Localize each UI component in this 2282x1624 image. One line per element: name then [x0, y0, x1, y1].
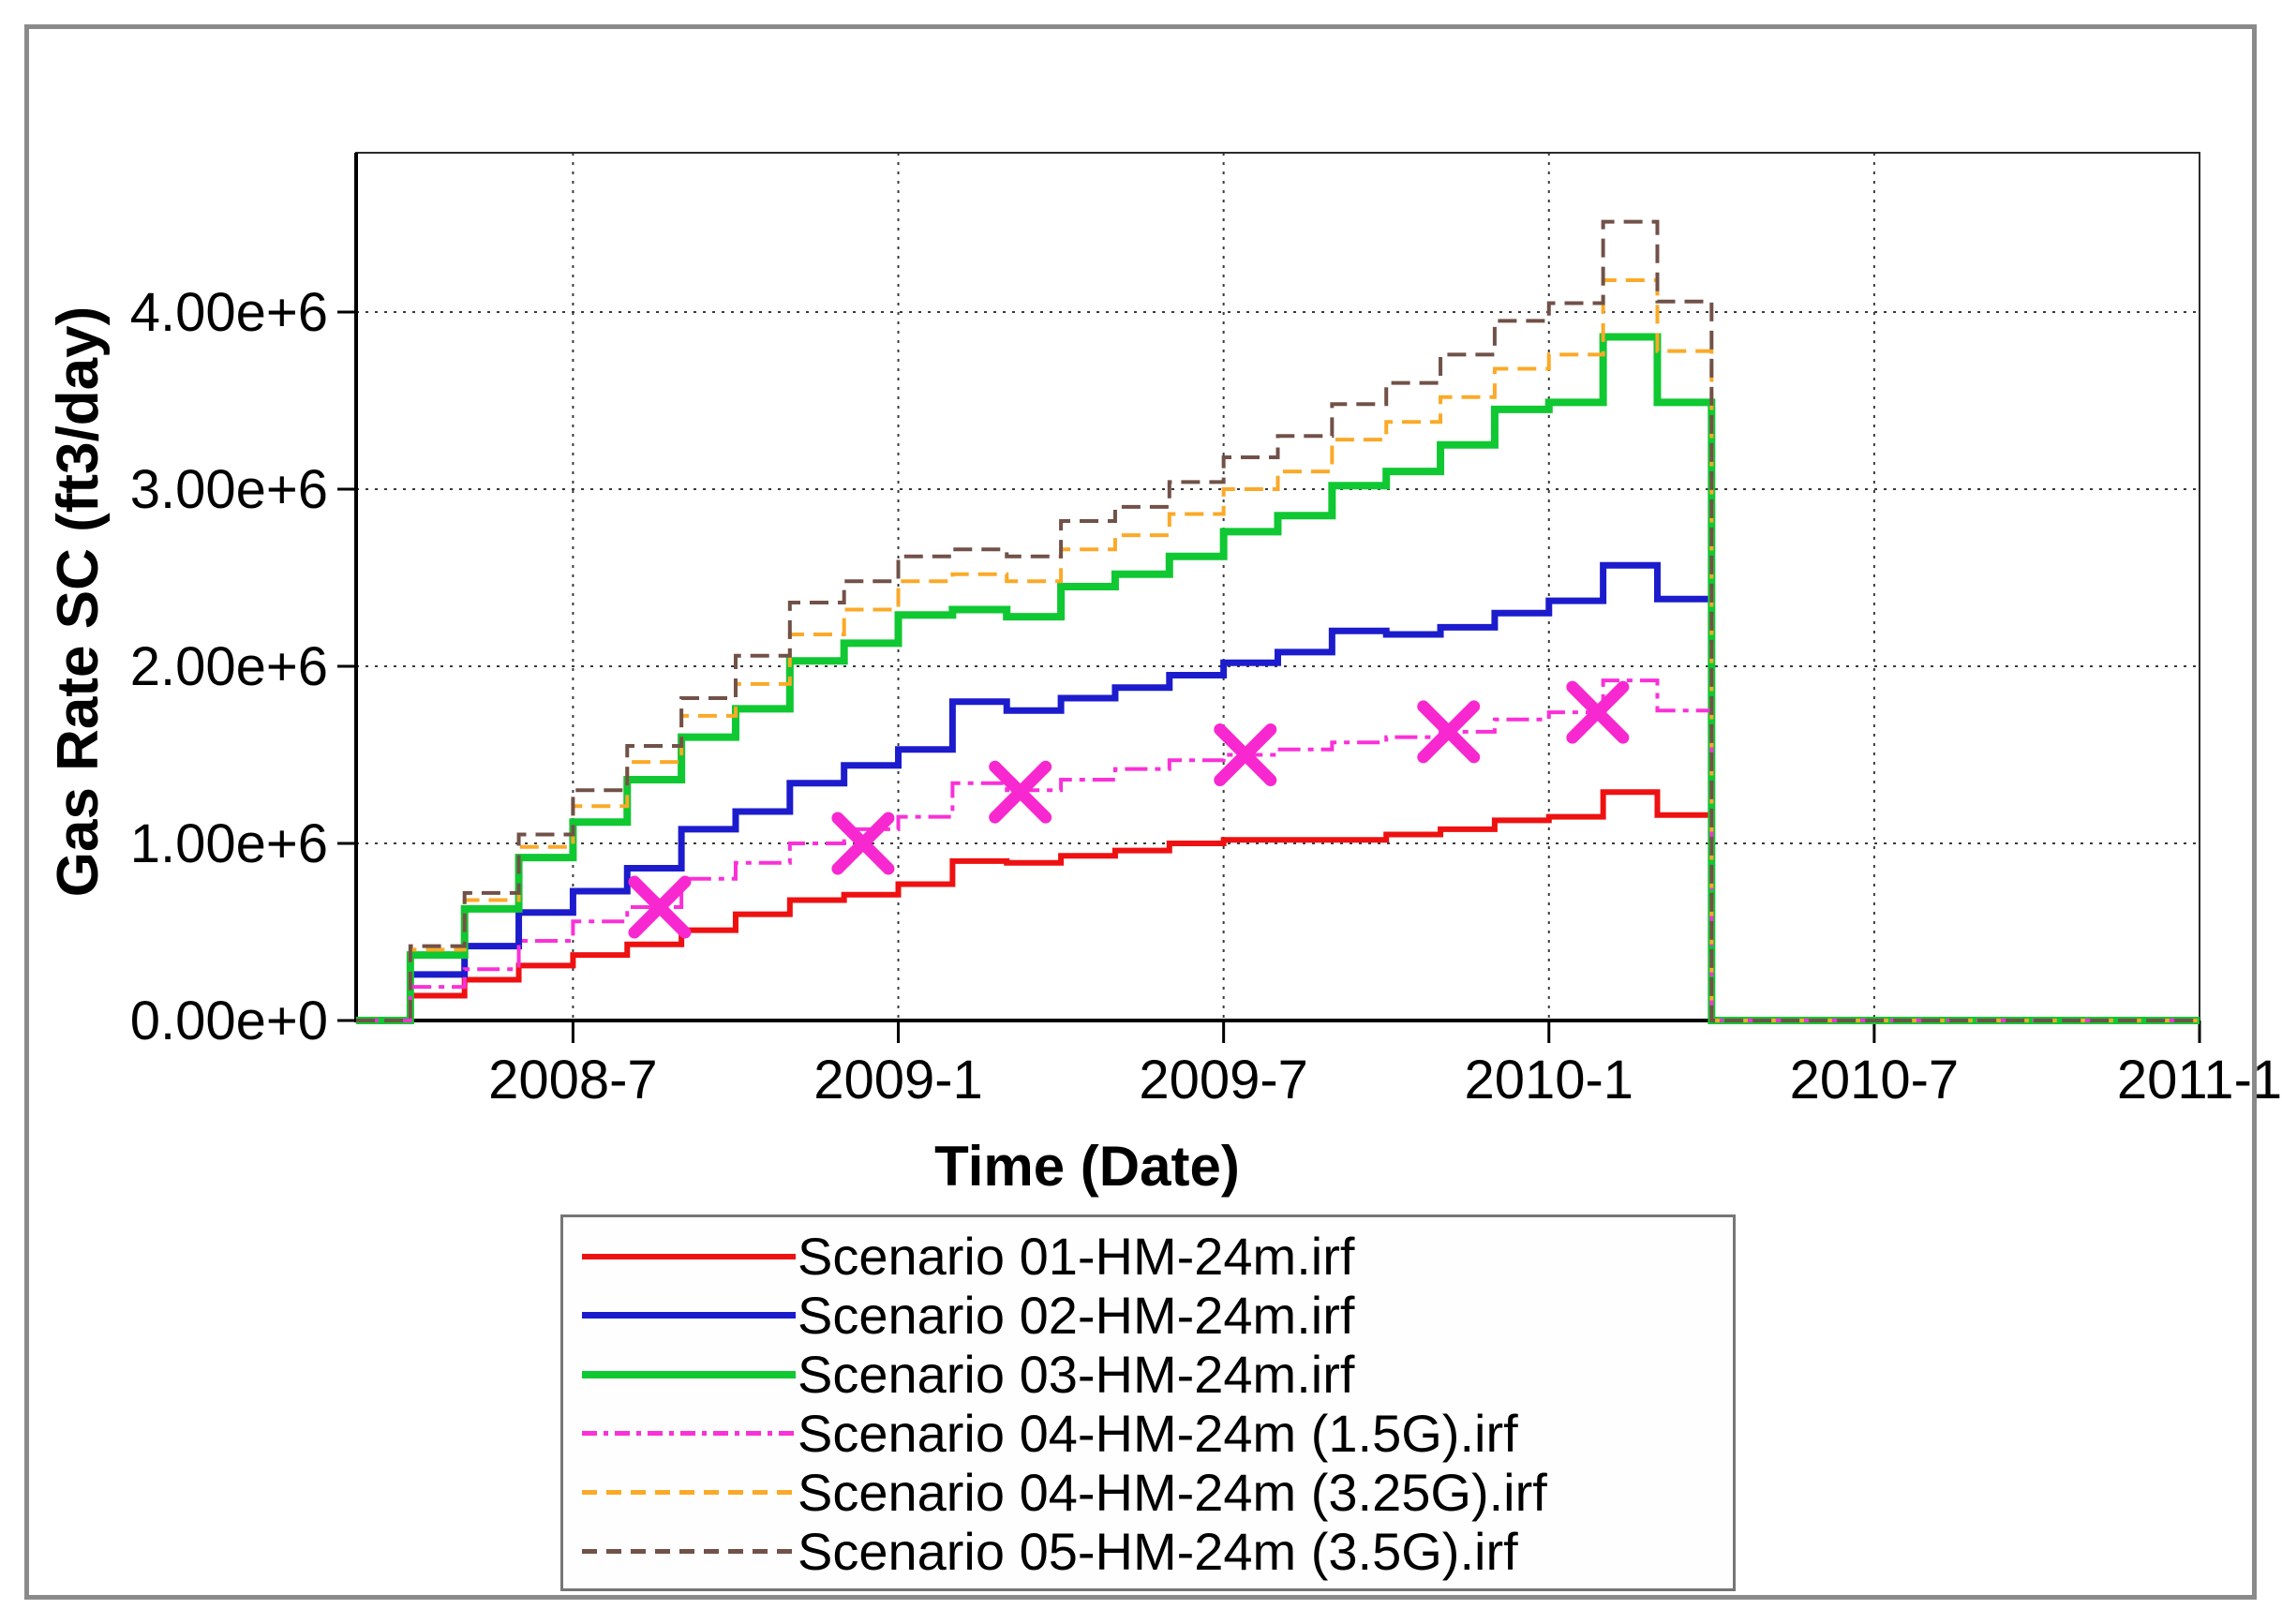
- legend-label: Scenario 05-HM-24m (3.5G).irf: [798, 1521, 1518, 1581]
- legend-swatch-icon: [582, 1549, 796, 1554]
- y-tick-label: 3.00e+6: [130, 459, 328, 520]
- series-line-4: [356, 678, 2200, 1022]
- legend-swatch-icon: [582, 1490, 796, 1495]
- legend-row: Scenario 04-HM-24m (3.25G).irf: [563, 1463, 1733, 1522]
- series-line-3: [356, 333, 2200, 1024]
- legend-swatch-icon: [582, 1312, 796, 1319]
- legend-label: Scenario 01-HM-24m.irf: [798, 1226, 1355, 1286]
- legend-row: Scenario 04-HM-24m (1.5G).irf: [563, 1404, 1733, 1463]
- x-marker: [1566, 680, 1630, 744]
- legend-label: Scenario 04-HM-24m (1.5G).irf: [798, 1403, 1518, 1463]
- x-tick-label: 2010-1: [1464, 1050, 1633, 1110]
- series-line-6: [356, 219, 2200, 1022]
- legend-row: Scenario 02-HM-24m.irf: [563, 1286, 1733, 1345]
- series-line-5: [356, 278, 2200, 1022]
- series-line-2: [356, 561, 2200, 1024]
- x-marker: [1214, 723, 1277, 786]
- x-tick-label: 2008-7: [488, 1050, 658, 1110]
- y-tick-label: 4.00e+6: [130, 282, 328, 343]
- y-tick-label: 0.00e+0: [130, 991, 328, 1051]
- legend-label: Scenario 02-HM-24m.irf: [798, 1285, 1355, 1345]
- x-tick-label: 2010-7: [1790, 1050, 1960, 1110]
- x-marker: [989, 760, 1052, 824]
- y-tick-label: 2.00e+6: [130, 636, 328, 697]
- legend-row: Scenario 03-HM-24m.irf: [563, 1345, 1733, 1404]
- legend-label: Scenario 04-HM-24m (3.25G).irf: [798, 1462, 1547, 1522]
- plot-border: [355, 152, 2200, 1021]
- x-marker: [1417, 700, 1481, 764]
- y-axis-title: Gas Rate SC (ft3/day): [46, 305, 111, 898]
- series-line-1: [356, 789, 2200, 1023]
- legend-row: Scenario 01-HM-24m.irf: [563, 1227, 1733, 1286]
- x-axis-title: Time (Date): [934, 1135, 1240, 1198]
- legend-swatch-icon: [582, 1253, 796, 1259]
- y-tick-label: 1.00e+6: [130, 813, 328, 874]
- x-marker: [831, 812, 895, 875]
- x-marker: [628, 875, 692, 939]
- legend-box: Scenario 01-HM-24m.irf Scenario 02-HM-24m…: [560, 1214, 1736, 1591]
- x-tick-label: 2011-1: [2117, 1050, 2282, 1110]
- legend-swatch-icon: [582, 1370, 796, 1378]
- legend-swatch-icon: [582, 1431, 796, 1436]
- legend-row: Scenario 05-HM-24m (3.5G).irf: [563, 1522, 1733, 1581]
- legend-label: Scenario 03-HM-24m.irf: [798, 1344, 1355, 1404]
- x-tick-label: 2009-7: [1139, 1050, 1308, 1110]
- x-tick-label: 2009-1: [813, 1050, 983, 1110]
